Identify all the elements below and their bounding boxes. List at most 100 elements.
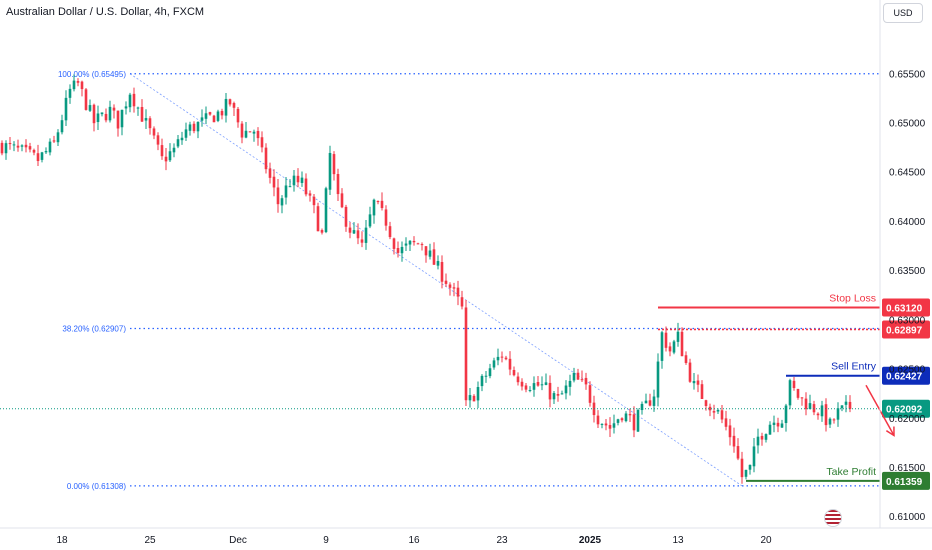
candle-body <box>128 94 132 108</box>
candle-body <box>548 382 552 400</box>
candle-body <box>364 227 368 243</box>
candle-body <box>116 110 120 129</box>
fib-trend-line <box>129 73 743 487</box>
candle-body <box>92 104 96 124</box>
candle-body <box>216 111 220 121</box>
candle-body <box>660 332 664 361</box>
candle-body <box>100 112 104 115</box>
candle-body <box>456 287 460 297</box>
candle-body <box>356 230 360 239</box>
currency-button[interactable]: USD <box>883 3 923 23</box>
candle-body <box>848 401 852 409</box>
candle-body <box>828 418 832 425</box>
candle-body <box>840 405 844 409</box>
candle-body <box>620 418 624 421</box>
candle-body <box>632 414 636 431</box>
trade-level-tag <box>882 471 930 490</box>
time-tick-label: 9 <box>323 535 329 546</box>
price-tick-label: 0.64000 <box>889 217 926 228</box>
candle-body <box>604 423 608 426</box>
candle-body <box>416 243 420 245</box>
candle-body <box>172 147 176 153</box>
candle-body <box>80 81 84 90</box>
candle-body <box>540 384 544 386</box>
candle-body <box>384 209 388 226</box>
candle-body <box>808 403 812 409</box>
candle-body <box>420 244 424 246</box>
candle-body <box>664 332 668 348</box>
candle-body <box>112 107 116 111</box>
candle-body <box>132 93 136 107</box>
candle-body <box>756 436 760 446</box>
candle-body <box>724 418 728 427</box>
candle-body <box>588 385 592 403</box>
candle-body <box>236 108 240 123</box>
candle-body <box>52 140 56 142</box>
candle-body <box>44 151 48 153</box>
candle-body <box>796 388 800 398</box>
price-axis: 0.65500 0.65000 0.64500 0.64000 0.63500 0.630… <box>879 0 926 528</box>
candle-body <box>768 424 772 435</box>
candle-body <box>336 174 340 195</box>
candle-body <box>68 88 72 98</box>
candle-body <box>600 423 604 425</box>
candle-body <box>484 375 488 377</box>
candle-body <box>544 382 548 385</box>
candle-body <box>160 145 164 157</box>
candle-body <box>264 147 268 170</box>
candle-body <box>764 434 768 440</box>
candle-body <box>344 206 348 227</box>
candle-body <box>180 137 184 141</box>
candle-body <box>276 187 280 205</box>
candle-body <box>560 393 564 395</box>
candle-body <box>204 113 208 119</box>
price-tick-label: 0.65000 <box>889 118 926 129</box>
candle-body <box>488 368 492 377</box>
candle-body <box>32 149 36 153</box>
trade-level-tag <box>882 320 930 339</box>
candle-body <box>736 446 740 459</box>
candle-body <box>228 99 232 105</box>
candle-body <box>16 145 20 148</box>
candle-body <box>60 120 64 133</box>
candle-body <box>824 404 828 426</box>
candle-body <box>460 297 464 307</box>
candle-body <box>668 346 672 352</box>
candle-body <box>644 400 648 404</box>
candle-body <box>240 123 244 138</box>
candle-body <box>148 118 152 129</box>
candle-body <box>108 106 112 121</box>
candle-body <box>452 287 456 289</box>
candle-body <box>152 128 156 136</box>
candle-body <box>360 239 364 243</box>
candle-body <box>48 141 52 153</box>
candle-body <box>648 400 652 406</box>
candle-body <box>352 230 356 234</box>
candle-body <box>200 117 204 121</box>
candle-body <box>72 80 76 90</box>
candle-body <box>124 106 128 109</box>
candle-body <box>340 193 344 208</box>
current-price-tag <box>882 399 930 418</box>
candle-body <box>332 154 336 175</box>
time-tick-label: 13 <box>672 535 684 546</box>
candle-body <box>24 144 28 148</box>
price-tick-label: 0.61000 <box>889 512 926 523</box>
candle-body <box>400 246 404 254</box>
candle-body <box>636 409 640 432</box>
candle-body <box>744 469 748 477</box>
candle-body <box>524 385 528 390</box>
candle-body <box>656 361 660 398</box>
candle-body <box>232 103 236 108</box>
time-tick-label: Dec <box>229 535 247 546</box>
candle-body <box>616 419 620 423</box>
candle-body <box>444 280 448 284</box>
candle-body <box>476 387 480 401</box>
candle-body <box>4 143 8 154</box>
candle-body <box>196 121 200 132</box>
candle-body <box>104 113 108 121</box>
candle-body <box>624 413 628 422</box>
candle-body <box>428 250 432 257</box>
candle-body <box>688 362 692 382</box>
